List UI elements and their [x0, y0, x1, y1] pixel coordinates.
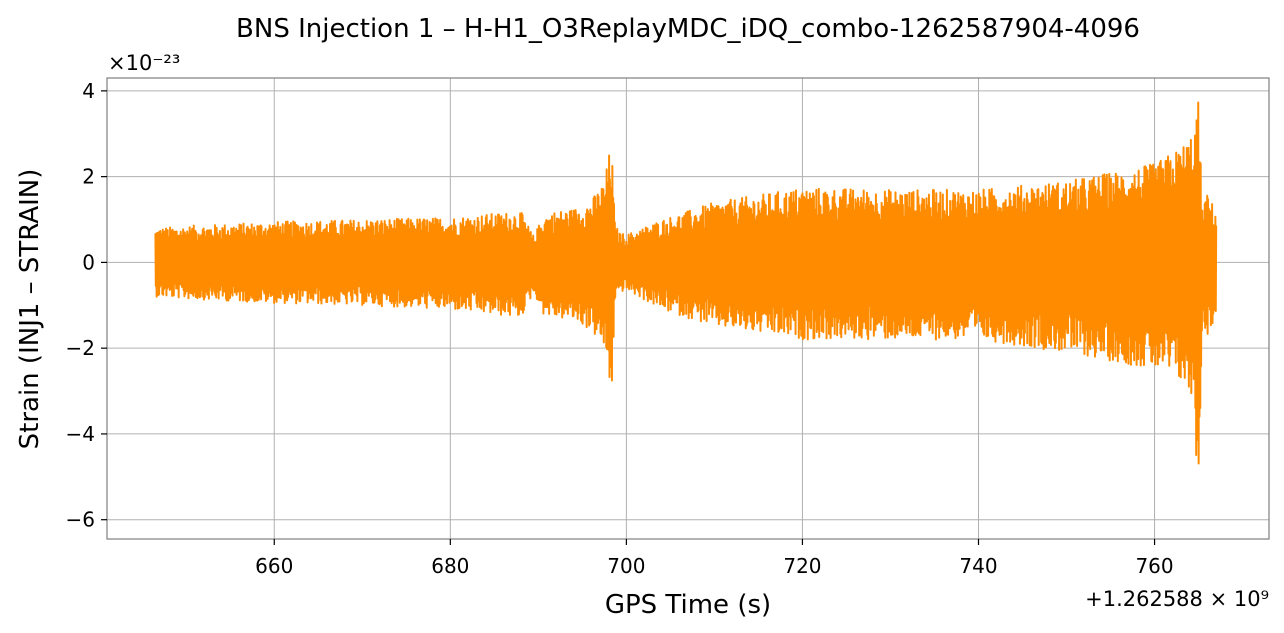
y-multiplier-label: ×10⁻²³	[108, 51, 180, 75]
x-tick-label: 740	[959, 554, 997, 578]
strain-series-line	[154, 101, 1218, 465]
y-axis-label: Strain (INJ1 – STRAIN)	[15, 169, 45, 450]
y-tick-label: −4	[66, 422, 95, 446]
plot-area	[154, 101, 1218, 465]
y-tick-label: −2	[66, 336, 95, 360]
axes-frame	[106, 77, 1270, 540]
x-tick-label: 680	[431, 554, 469, 578]
x-tick-label: 700	[607, 554, 645, 578]
y-axis: −6 −4 −2 0 2 4	[66, 79, 107, 532]
x-tick-label: 760	[1135, 554, 1173, 578]
x-axis: 660 680 700 720 740 760	[255, 539, 1174, 578]
y-tick-label: 4	[82, 79, 95, 103]
x-offset-label: +1.262588 × 10⁹	[1085, 587, 1269, 611]
x-tick-label: 660	[255, 554, 293, 578]
y-tick-label: 0	[82, 250, 95, 274]
chart-title: BNS Injection 1 – H-H1_O3ReplayMDC_iDQ_c…	[236, 14, 1140, 44]
y-tick-label: −6	[66, 508, 95, 532]
y-tick-label: 2	[82, 165, 95, 189]
x-tick-label: 720	[783, 554, 821, 578]
x-axis-label: GPS Time (s)	[605, 590, 771, 620]
